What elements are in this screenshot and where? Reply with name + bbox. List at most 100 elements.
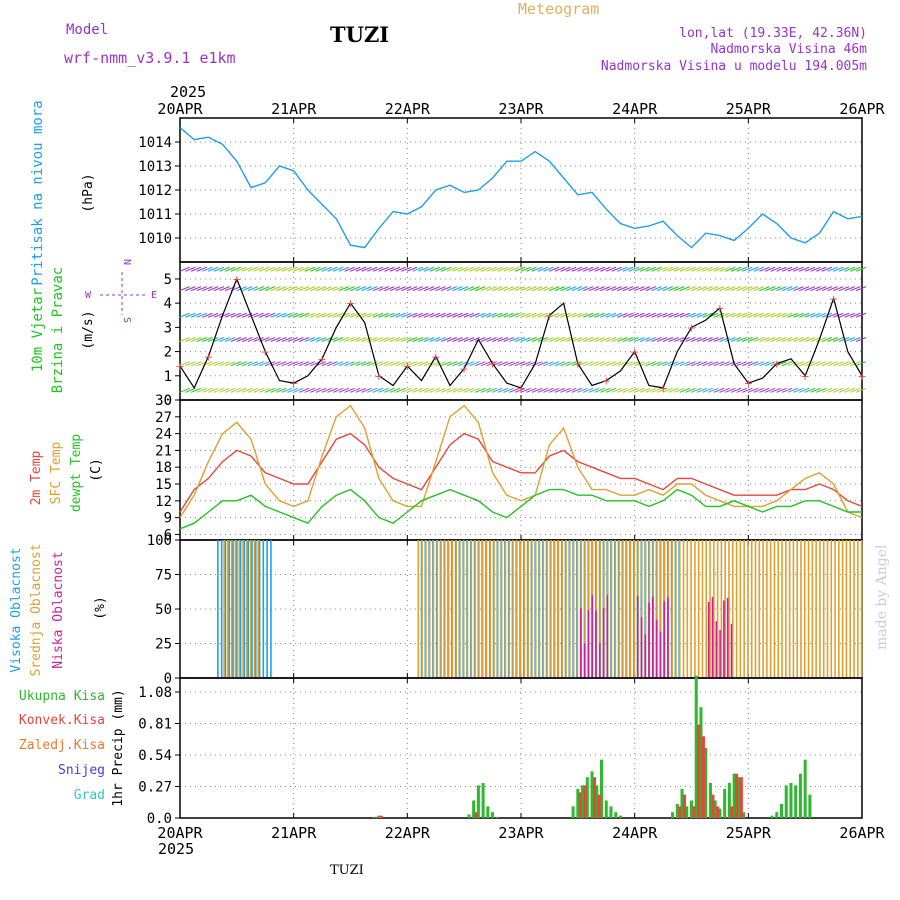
precip-bar-conv_precip [583, 785, 587, 818]
wind-barb [543, 337, 554, 342]
wind-barb [492, 387, 503, 393]
wind-barb [264, 387, 276, 393]
cloud-panel: 0 25 50 75 100 [147, 533, 863, 687]
wind-barb [816, 361, 827, 367]
y-tick-label: 100 [147, 533, 172, 549]
wind-barb [628, 361, 639, 367]
wind-barb [298, 387, 310, 393]
wind-barb [560, 286, 571, 292]
precip-bar-conv_precip [692, 806, 696, 818]
wind-barb [611, 266, 622, 272]
wind-barb [770, 312, 781, 318]
wind-barb [446, 266, 458, 272]
wind-barb [395, 266, 406, 272]
wind-barb [315, 361, 327, 367]
wind-barb [685, 337, 696, 342]
precip-bar-total_precip [581, 785, 585, 818]
wind-barb [429, 266, 440, 272]
wind-barb [384, 312, 395, 318]
wind-barb [810, 266, 821, 272]
wind-barb [583, 337, 594, 342]
wind-barb [781, 361, 793, 367]
wind-barb [793, 286, 804, 292]
wind-barb [401, 312, 412, 318]
wind-barb [730, 361, 742, 367]
wind-barb [634, 286, 645, 292]
wind-barb [668, 361, 679, 367]
coords-text: lon,lat (19.33E, 42.36N) [679, 26, 867, 41]
wind-barb [452, 312, 463, 318]
wind-barb [764, 361, 776, 367]
wind-barb [764, 266, 776, 272]
bottom-date-label: 26APR [839, 824, 885, 842]
wind-barb [219, 286, 230, 292]
wind-barb [566, 387, 577, 393]
wind-barb [855, 361, 867, 367]
wind-barb [247, 361, 259, 367]
wind-barb [327, 387, 338, 393]
wind-barb [554, 266, 566, 272]
compass-west: W [85, 290, 92, 301]
wind-barb [645, 337, 656, 342]
wind-barb [548, 286, 560, 292]
wind-barb [321, 387, 333, 393]
wind-barb [429, 312, 440, 318]
wind-barb [827, 312, 838, 318]
wind-barb [344, 312, 355, 318]
wind-barb [605, 361, 617, 367]
wind-barb [475, 286, 486, 292]
wind-barb [537, 387, 548, 393]
wind-barb [526, 312, 537, 318]
wind-barb [702, 286, 713, 292]
y-tick-label: 9 [164, 511, 172, 527]
model-name: wrf-nmm_v3.9.1 e1km [64, 49, 236, 67]
wind-barb [617, 337, 628, 342]
wind-barb [713, 337, 725, 342]
y-tick-label: 0 [164, 671, 172, 687]
wind-barb [401, 361, 412, 367]
wind-barb [418, 312, 429, 318]
precip-bar-total_precip [732, 773, 736, 818]
wind-barb [531, 312, 543, 318]
wind-barb [310, 286, 321, 292]
wind-barb [560, 387, 571, 393]
bottom-date-labels: 20APR 21APR 22APR 23APR 24APR 25APR 26APR [157, 824, 885, 842]
wind-barb [389, 312, 401, 318]
wind-barb [656, 266, 668, 272]
wind-barb [554, 312, 566, 318]
wind-barb [730, 337, 742, 342]
wind-barb [571, 312, 583, 318]
wind-barb [333, 387, 344, 393]
wind-gust-marker: + [801, 370, 810, 383]
precip-bar-conv_precip [683, 794, 687, 818]
wind-barb [759, 312, 770, 318]
wind-barb [196, 266, 207, 272]
wind-barb [497, 387, 509, 393]
wind-barb [548, 337, 560, 342]
wind-barb [713, 266, 725, 272]
wind-gust-marker: + [573, 358, 582, 371]
precip-bar-total_precip [713, 800, 717, 818]
wind-barb [566, 312, 577, 318]
wind-barb [725, 387, 736, 393]
precip-bar-conv_precip [678, 806, 682, 818]
wind-barb [674, 337, 685, 342]
panel-frame [179, 677, 863, 819]
cloud-label-mid: Srednja Oblacnost [29, 543, 44, 676]
wind-barb [543, 361, 554, 367]
wind-gust-marker: + [403, 360, 412, 373]
wind-barb [776, 286, 787, 292]
precip-bar-total_precip [680, 788, 684, 818]
wind-barb [674, 312, 685, 318]
wind-barb [583, 286, 594, 292]
wind-barb [776, 361, 787, 367]
y-tick-label: 5 [164, 272, 172, 288]
wind-barb [702, 337, 713, 342]
wind-barb [389, 337, 401, 342]
wind-barb [486, 387, 497, 393]
wind-barb [264, 266, 276, 272]
wind-barb [509, 387, 520, 393]
wind-barb [412, 286, 423, 292]
wind-barb [253, 286, 264, 292]
